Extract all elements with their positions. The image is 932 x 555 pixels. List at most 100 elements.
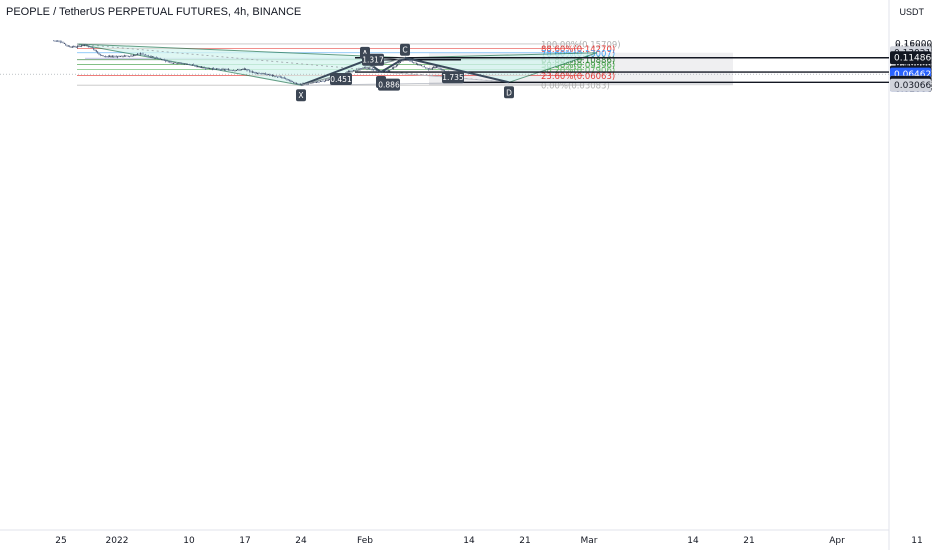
candle-body bbox=[146, 55, 147, 56]
candle-body bbox=[174, 62, 175, 63]
candle-body bbox=[80, 46, 81, 47]
candle-body bbox=[436, 66, 437, 67]
candle-body bbox=[429, 69, 430, 70]
candle-body bbox=[369, 68, 370, 69]
candle-body bbox=[74, 46, 75, 47]
ratio-label: 0.886 bbox=[378, 81, 400, 90]
candle-body bbox=[438, 68, 439, 69]
candle-body bbox=[173, 63, 174, 64]
candle-body bbox=[104, 56, 105, 57]
candle-body bbox=[425, 67, 426, 68]
candle-body bbox=[188, 64, 189, 65]
candle-body bbox=[441, 69, 442, 70]
x-tick-label: 2022 bbox=[106, 536, 129, 546]
candle-body bbox=[226, 69, 227, 70]
candle-body bbox=[326, 80, 327, 81]
candle-body bbox=[190, 65, 191, 66]
candle-body bbox=[394, 67, 395, 68]
candle-body bbox=[85, 45, 86, 46]
candle-body bbox=[125, 56, 126, 57]
candle-body bbox=[277, 77, 278, 78]
candle-body bbox=[376, 70, 377, 71]
candle-body bbox=[229, 70, 230, 71]
candle-body bbox=[250, 72, 251, 73]
candle-body bbox=[101, 55, 102, 56]
candle-body bbox=[110, 56, 111, 57]
candle-body bbox=[149, 56, 150, 57]
candle-body bbox=[316, 82, 317, 83]
candle-body bbox=[66, 45, 67, 46]
candle-body bbox=[136, 55, 137, 56]
candle-body bbox=[418, 64, 419, 65]
candle-body bbox=[53, 40, 54, 41]
candle-body bbox=[144, 55, 145, 56]
candle-body bbox=[181, 63, 182, 64]
candle-body bbox=[281, 77, 282, 78]
candle-body bbox=[118, 56, 119, 57]
candle-body bbox=[160, 58, 161, 59]
candle-body bbox=[408, 60, 409, 61]
candle-body bbox=[253, 72, 254, 73]
candle-body bbox=[196, 65, 197, 66]
candle-body bbox=[238, 70, 239, 71]
candle-body bbox=[70, 47, 71, 48]
ratio-label: 0.451 bbox=[330, 75, 352, 84]
candle-body bbox=[254, 72, 255, 73]
candle-body bbox=[68, 46, 69, 47]
candle-body bbox=[434, 67, 435, 68]
candle-body bbox=[244, 69, 245, 70]
candle-body bbox=[241, 69, 242, 70]
candle-body bbox=[153, 57, 154, 58]
candle-body bbox=[166, 60, 167, 61]
candle-body bbox=[157, 58, 158, 59]
x-tick-label: 21 bbox=[743, 536, 754, 546]
candle-body bbox=[205, 69, 206, 70]
candle-body bbox=[121, 56, 122, 57]
candle-body bbox=[225, 70, 226, 71]
pattern-point-label: C bbox=[402, 46, 407, 55]
candle-body bbox=[325, 80, 326, 81]
candle-body bbox=[328, 80, 329, 81]
candle-body bbox=[220, 69, 221, 70]
candle-body bbox=[65, 44, 66, 45]
candle-body bbox=[389, 70, 390, 71]
candle-body bbox=[318, 82, 319, 83]
candle-body bbox=[416, 64, 417, 65]
candle-body bbox=[86, 45, 87, 46]
candle-body bbox=[114, 56, 115, 57]
candle-body bbox=[78, 46, 79, 47]
candle-body bbox=[82, 44, 83, 45]
candle-body bbox=[58, 41, 59, 42]
candle-body bbox=[278, 76, 279, 77]
candle-body bbox=[113, 57, 114, 58]
candle-body bbox=[93, 48, 94, 50]
candle-body bbox=[105, 56, 106, 57]
candle-body bbox=[442, 70, 443, 71]
candle-body bbox=[76, 47, 77, 48]
candle-body bbox=[60, 42, 61, 43]
candle-body bbox=[320, 81, 321, 82]
candle-body bbox=[172, 63, 173, 64]
candle-body bbox=[297, 84, 298, 85]
candle-body bbox=[132, 56, 133, 57]
candle-body bbox=[81, 46, 82, 47]
candle-body bbox=[321, 81, 322, 82]
candle-body bbox=[300, 84, 301, 85]
candle-body bbox=[373, 69, 374, 70]
candle-body bbox=[397, 65, 398, 66]
x-tick-label: 25 bbox=[55, 536, 66, 546]
candle-body bbox=[209, 68, 210, 69]
candle-body bbox=[64, 43, 65, 44]
candle-body bbox=[77, 46, 78, 47]
x-tick-label: 14 bbox=[463, 536, 475, 546]
candle-body bbox=[261, 73, 262, 74]
chart-title: PEOPLE / TetherUS PERPETUAL FUTURES, 4h,… bbox=[6, 6, 301, 18]
candle-body bbox=[420, 65, 421, 66]
candle-body bbox=[396, 66, 397, 67]
x-tick-label: Apr bbox=[829, 536, 845, 546]
candle-body bbox=[158, 58, 159, 59]
candle-body bbox=[314, 82, 315, 83]
candle-body bbox=[232, 70, 233, 71]
